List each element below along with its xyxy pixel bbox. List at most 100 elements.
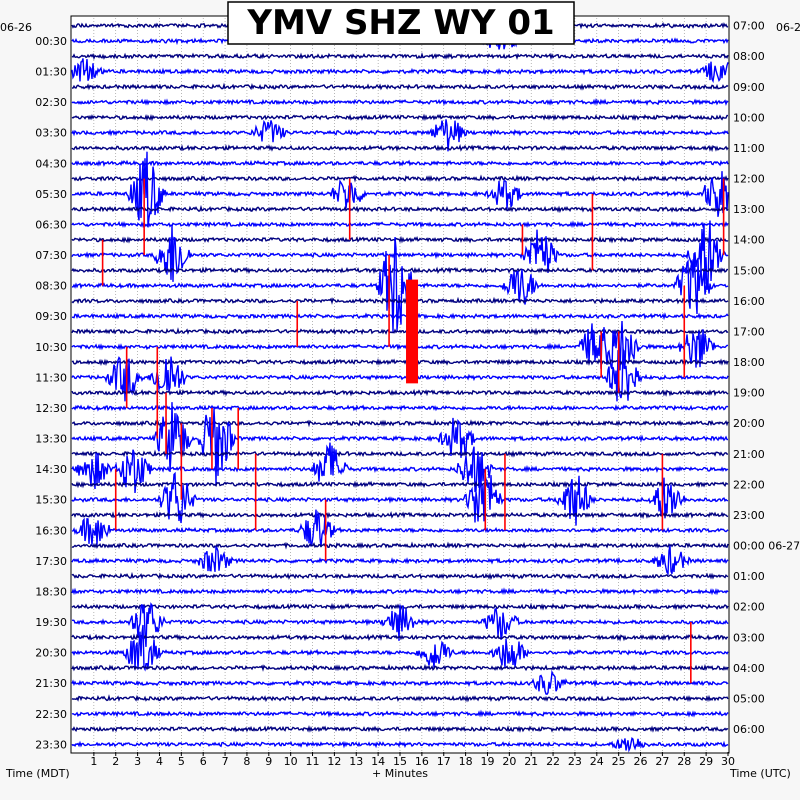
left-axis-title: Time (MDT)	[5, 767, 70, 780]
x-axis-ticks: 1 2 3 4 5 6 7 8 9 10 11 12 13 14 15 16 17 18 19 20 21 22 23 24 2…	[90, 752, 735, 768]
left-time-label: 10:30	[35, 341, 67, 354]
x-tick-label: 3	[134, 755, 141, 768]
x-tick-label: 22	[546, 755, 560, 768]
left-time-label: 06:30	[35, 218, 67, 231]
right-time-label: 09:00	[733, 81, 765, 94]
x-tick-label: 2	[112, 755, 119, 768]
left-time-label: 08:30	[35, 280, 67, 293]
x-tick-label: 7	[222, 755, 229, 768]
right-time-label: 19:00	[733, 387, 765, 400]
right-time-label: 03:00	[733, 631, 765, 644]
seismic-trace	[71, 511, 729, 520]
x-tick-label: 28	[677, 755, 691, 768]
x-tick-label: 17	[437, 755, 451, 768]
x-tick-label: 13	[349, 755, 363, 768]
right-time-label: 23:00	[733, 509, 765, 522]
right-time-label: 06:00	[733, 723, 765, 736]
left-time-label: 07:30	[35, 249, 67, 262]
x-tick-label: 23	[568, 755, 582, 768]
x-tick-label: 8	[243, 755, 250, 768]
x-tick-label: 29	[699, 755, 713, 768]
left-date-label: 06-26	[0, 21, 32, 34]
x-tick-label: 1	[90, 755, 97, 768]
right-axis-title: Time (UTC)	[729, 767, 791, 780]
right-time-label: 21:00	[733, 448, 765, 461]
seismic-trace	[71, 669, 729, 695]
seismic-trace	[71, 174, 729, 183]
right-time-label: 08:00	[733, 50, 765, 63]
left-time-label: 00:30	[35, 35, 67, 48]
title-box	[227, 1, 575, 45]
left-time-label: 18:30	[35, 585, 67, 598]
left-time-label: 20:30	[35, 647, 67, 660]
grid-layer	[93, 18, 707, 752]
seismic-trace	[72, 82, 729, 91]
x-tick-label: 15	[393, 755, 407, 768]
seismic-trace	[71, 113, 728, 122]
left-time-label: 17:30	[35, 555, 67, 568]
seismic-trace	[71, 694, 729, 703]
x-tick-label: 21	[524, 755, 538, 768]
right-time-label: 05:00	[733, 692, 765, 705]
left-time-label: 22:30	[35, 708, 67, 721]
x-axis-title: + Minutes	[372, 767, 428, 780]
x-tick-label: 14	[371, 755, 385, 768]
seismic-trace	[71, 220, 729, 229]
seismic-trace	[71, 602, 729, 647]
right-time-labels: 07:00 08:00 09:00 10:00 11:00 12:00 13:00 14:00…	[733, 20, 800, 736]
right-date-label: 06-2	[776, 21, 800, 34]
seismic-trace	[71, 144, 729, 153]
x-tick-label: 27	[655, 755, 669, 768]
right-time-label: 12:00	[733, 173, 765, 186]
left-time-label: 11:30	[35, 371, 67, 384]
right-time-label: 15:00	[733, 264, 765, 277]
x-tick-label: 12	[327, 755, 341, 768]
left-time-label: 01:30	[35, 66, 67, 79]
right-time-label: 18:00	[733, 356, 765, 369]
right-time-label: 01:00	[733, 570, 765, 583]
seismic-trace	[71, 220, 729, 291]
x-tick-label: 18	[459, 755, 473, 768]
x-tick-label: 24	[590, 755, 604, 768]
seismic-trace	[71, 327, 729, 336]
right-time-label: 11:00	[733, 142, 765, 155]
right-time-label: 07:00	[733, 20, 765, 33]
right-time-label: 02:00	[733, 601, 765, 614]
right-time-label: 10:00	[733, 111, 765, 124]
x-tick-label: 9	[265, 755, 272, 768]
left-time-label: 13:30	[35, 433, 67, 446]
left-time-label: 12:30	[35, 402, 67, 415]
left-time-label: 16:30	[35, 524, 67, 537]
left-time-label: 04:30	[35, 157, 67, 170]
left-time-label: 02:30	[35, 96, 67, 109]
seismic-trace	[71, 296, 729, 305]
x-tick-label: 25	[612, 755, 626, 768]
right-time-label: 04:00	[733, 662, 765, 675]
x-tick-label: 5	[178, 755, 185, 768]
seismic-trace	[71, 725, 729, 733]
seismic-trace	[71, 471, 729, 526]
seismic-trace	[71, 312, 729, 321]
left-time-labels: 00:30 01:30 02:30 03:30 04:30 05:30 06:30 07:30…	[35, 35, 67, 751]
left-time-label: 03:30	[35, 127, 67, 140]
seismic-trace	[71, 237, 729, 333]
right-time-label: 17:00	[733, 325, 765, 338]
seismic-trace	[71, 737, 729, 753]
left-time-label: 14:30	[35, 463, 67, 476]
x-tick-label: 10	[284, 755, 298, 768]
x-tick-label: 20	[502, 755, 516, 768]
left-time-label: 23:30	[35, 738, 67, 751]
seismic-trace	[71, 151, 729, 228]
seismic-trace	[71, 58, 729, 84]
right-time-label: 16:00	[733, 295, 765, 308]
left-time-label: 21:30	[35, 677, 67, 690]
left-time-label: 15:30	[35, 494, 67, 507]
clip-bar	[406, 279, 419, 384]
seismic-trace	[71, 159, 729, 168]
right-time-label: 20:00	[733, 417, 765, 430]
seismic-trace	[71, 709, 729, 718]
x-tick-label: 16	[415, 755, 429, 768]
seismic-trace	[71, 97, 729, 107]
seismic-trace	[71, 633, 729, 642]
